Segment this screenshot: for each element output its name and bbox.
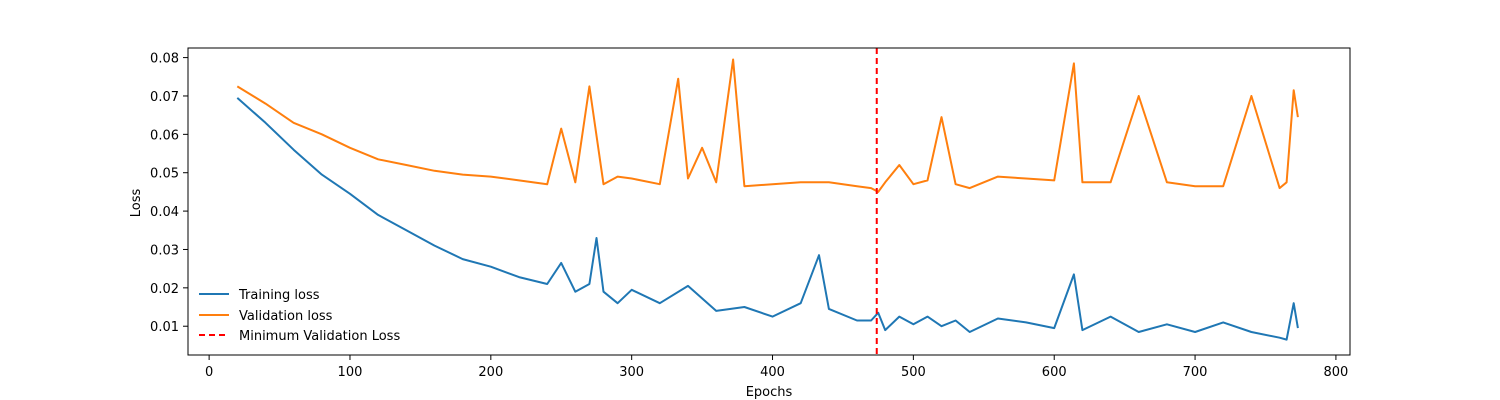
y-tick-label: 0.02 xyxy=(150,282,179,297)
series-line-1 xyxy=(236,58,1299,193)
legend-label-training: Training loss xyxy=(238,288,320,303)
plot-frame xyxy=(187,47,1351,356)
x-tick-label: 200 xyxy=(478,365,503,380)
y-tick-label: 0.07 xyxy=(150,90,179,105)
x-axis-label: Epochs xyxy=(746,385,793,400)
x-tick-label: 300 xyxy=(619,365,644,380)
x-tick-label: 0 xyxy=(205,365,213,380)
series-layer xyxy=(236,58,1299,341)
y-axis-label: Loss xyxy=(129,189,144,218)
y-tick-label: 0.01 xyxy=(150,320,179,335)
y-axis-ticks: 0.01 0.02 0.03 0.04 0.05 0.06 0.07 0.08 xyxy=(150,52,188,335)
x-tick-label: 600 xyxy=(1042,365,1067,380)
y-tick-label: 0.04 xyxy=(150,205,179,220)
x-tick-label: 700 xyxy=(1183,365,1208,380)
x-tick-label: 800 xyxy=(1324,365,1349,380)
x-tick-label: 100 xyxy=(338,365,363,380)
legend-label-validation: Validation loss xyxy=(239,309,333,324)
y-tick-label: 0.06 xyxy=(150,128,179,143)
x-tick-label: 500 xyxy=(901,365,926,380)
x-axis-ticks: 0 100 200 300 400 500 600 700 800 xyxy=(205,355,1348,380)
y-tick-label: 0.08 xyxy=(150,52,179,67)
x-tick-label: 400 xyxy=(760,365,785,380)
legend-label-minimum: Minimum Validation Loss xyxy=(239,329,400,344)
plot-background xyxy=(188,48,1350,355)
legend: Training loss Validation loss Minimum Va… xyxy=(199,288,400,344)
y-tick-label: 0.03 xyxy=(150,243,179,258)
series-line-0 xyxy=(236,97,1299,341)
y-tick-label: 0.05 xyxy=(150,167,179,182)
